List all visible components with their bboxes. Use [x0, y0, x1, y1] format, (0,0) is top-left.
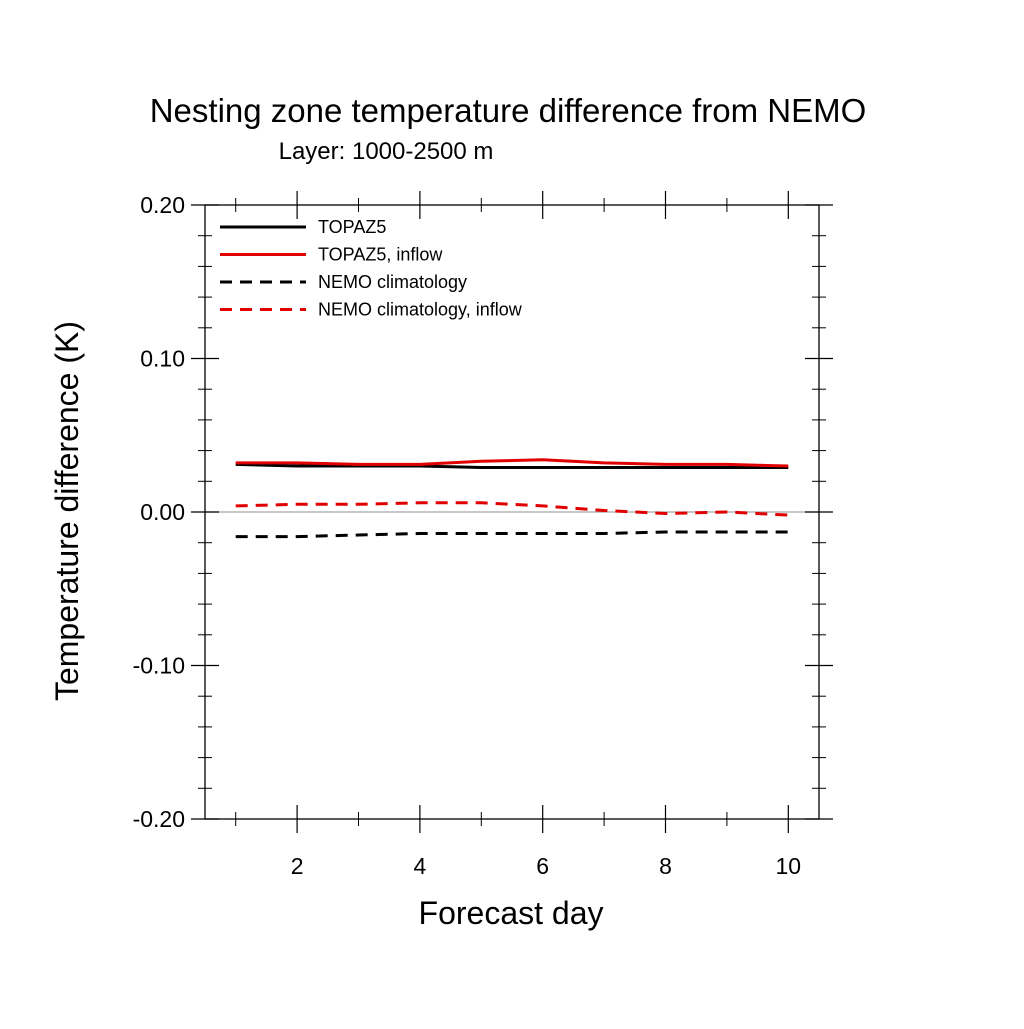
series-lines [235, 458, 789, 539]
chart-title: Nesting zone temperature difference from… [150, 92, 867, 129]
series-line-1 [235, 462, 789, 469]
plot-frame [204, 204, 820, 820]
legend-label: TOPAZ5 [318, 217, 386, 237]
series-line-2 [235, 458, 789, 468]
y-tick-label: 0.00 [140, 499, 185, 525]
x-tick-label: 2 [291, 853, 304, 879]
series-line-4 [235, 501, 789, 517]
y-tick-label: 0.20 [140, 192, 185, 218]
x-tick-label: 10 [776, 853, 802, 879]
x-tick-label: 6 [536, 853, 549, 879]
y-tick-label: 0.10 [140, 346, 185, 372]
series-line-3 [235, 530, 789, 539]
legend-label: NEMO climatology [318, 272, 467, 292]
y-axis-label: Temperature difference (K) [49, 321, 85, 701]
legend: TOPAZ5 TOPAZ5, inflow NEMO climatology NEMO… [220, 217, 523, 320]
legend-label: TOPAZ5, inflow [318, 245, 443, 265]
chart-subtitle: Layer: 1000-2500 m [279, 138, 494, 165]
legend-label: NEMO climatology, inflow [318, 300, 523, 320]
x-axis-label: Forecast day [419, 895, 604, 931]
x-tick-label: 4 [414, 853, 427, 879]
y-tick-label: -0.10 [133, 653, 185, 679]
x-tick-label: 8 [659, 853, 672, 879]
axes: -0.20 -0.10 0.00 0.10 0.20 2 4 6 8 10 [133, 191, 833, 879]
y-tick-label: -0.20 [133, 806, 185, 832]
